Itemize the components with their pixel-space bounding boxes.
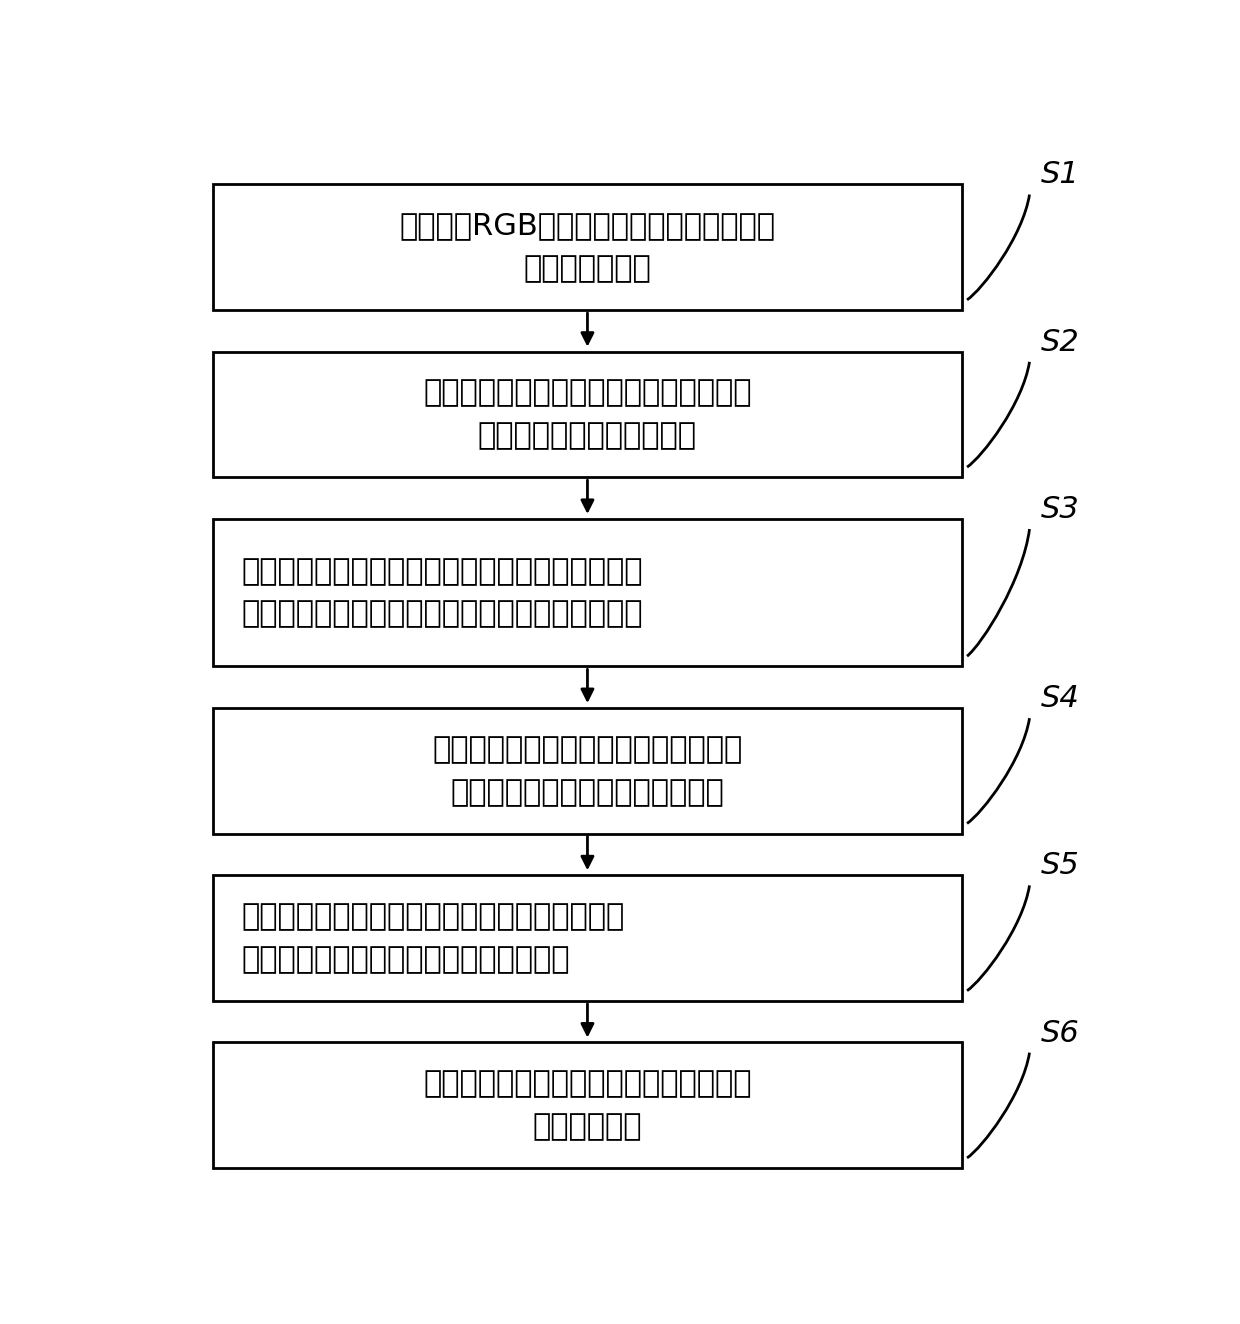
Bar: [213, 1042, 962, 1168]
Text: 对所述去除背景强度的变形条纹图进行
归一化处理，得到归一化处理结果: 对所述去除背景强度的变形条纹图进行 归一化处理，得到归一化处理结果: [433, 735, 743, 806]
Text: S6: S6: [1042, 1018, 1080, 1047]
Bar: [213, 708, 962, 834]
Text: 根据所述相位信息，得到所述待测物体的
三维形貌信息: 根据所述相位信息，得到所述待测物体的 三维形貌信息: [423, 1070, 751, 1141]
Bar: [213, 519, 962, 666]
Text: S5: S5: [1042, 851, 1080, 880]
Text: 将所述单帧条纹图投影至待测物体表面，
得到变形条纹图的强度分布: 将所述单帧条纹图投影至待测物体表面， 得到变形条纹图的强度分布: [423, 379, 751, 450]
Text: S4: S4: [1042, 685, 1080, 714]
Bar: [213, 184, 962, 310]
Text: 利用利萨如椭圆拟合方法对所述归一化处理结果
进行处理，得到所述待测物体的相位信息: 利用利萨如椭圆拟合方法对所述归一化处理结果 进行处理，得到所述待测物体的相位信息: [242, 902, 625, 974]
Text: 根据所述变形条纹图的强度分布，去除所述变形条
纹图的背景强度，得到去除背景强度的变形条纹图: 根据所述变形条纹图的强度分布，去除所述变形条 纹图的背景强度，得到去除背景强度的…: [242, 557, 644, 629]
Text: 对图像的RGB三个颜色通道分别进行编码，
得到单帧条纹图: 对图像的RGB三个颜色通道分别进行编码， 得到单帧条纹图: [399, 212, 775, 283]
Text: S1: S1: [1042, 160, 1080, 189]
Text: S2: S2: [1042, 328, 1080, 356]
Bar: [213, 352, 962, 478]
Text: S3: S3: [1042, 495, 1080, 524]
Bar: [213, 875, 962, 1001]
